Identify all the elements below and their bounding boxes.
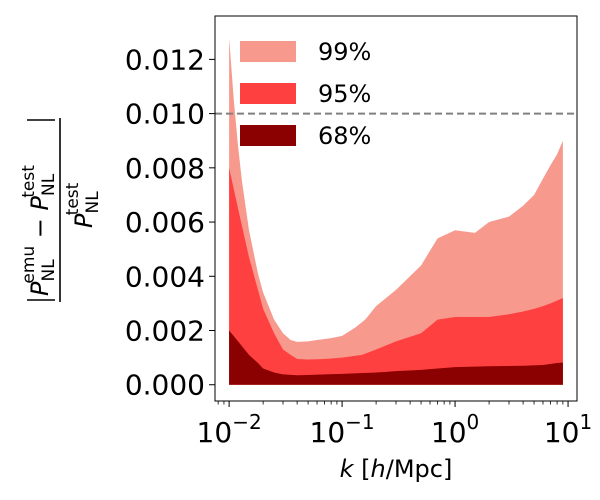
x-tick-label: 10−1 [310,410,375,449]
area-3 [229,330,563,385]
x-tick-label: 101 [544,410,592,449]
area-series-group [229,37,563,385]
y-tick-label: 0.006 [125,206,205,239]
legend-label: 68% [318,122,371,150]
y-label-denominator: PNLtest [63,182,103,228]
legend-label: 99% [318,38,371,66]
legend-swatch [240,83,296,104]
y-axis-ticks: 0.000 0.002 0.004 0.006 0.008 0.010 0.012 [125,43,215,402]
legend-label: 95% [318,80,371,108]
y-tick-label: 0.010 [125,98,205,131]
y-tick-label: 0.008 [125,152,205,185]
legend-swatch [240,125,296,146]
x-tick-label: 10−2 [197,410,262,449]
y-label-numerator: PNLemu − PNLtest [19,165,59,296]
legend-swatch [240,41,296,62]
legend: 99% 95% 68% [240,38,371,150]
y-axis-label: PNLemu − PNLtest PNLtest [19,118,103,302]
y-tick-label: 0.002 [125,315,205,348]
y-tick-label: 0.004 [125,260,205,293]
x-axis-label: k [h/Mpc] [340,455,453,483]
area-2 [229,167,563,385]
y-tick-label: 0.012 [125,43,205,76]
x-tick-label: 100 [431,410,479,449]
x-axis-ticks: 10−2 10−1 100 101 [197,401,592,449]
area-1 [229,37,563,385]
y-tick-label: 0.000 [125,369,205,402]
